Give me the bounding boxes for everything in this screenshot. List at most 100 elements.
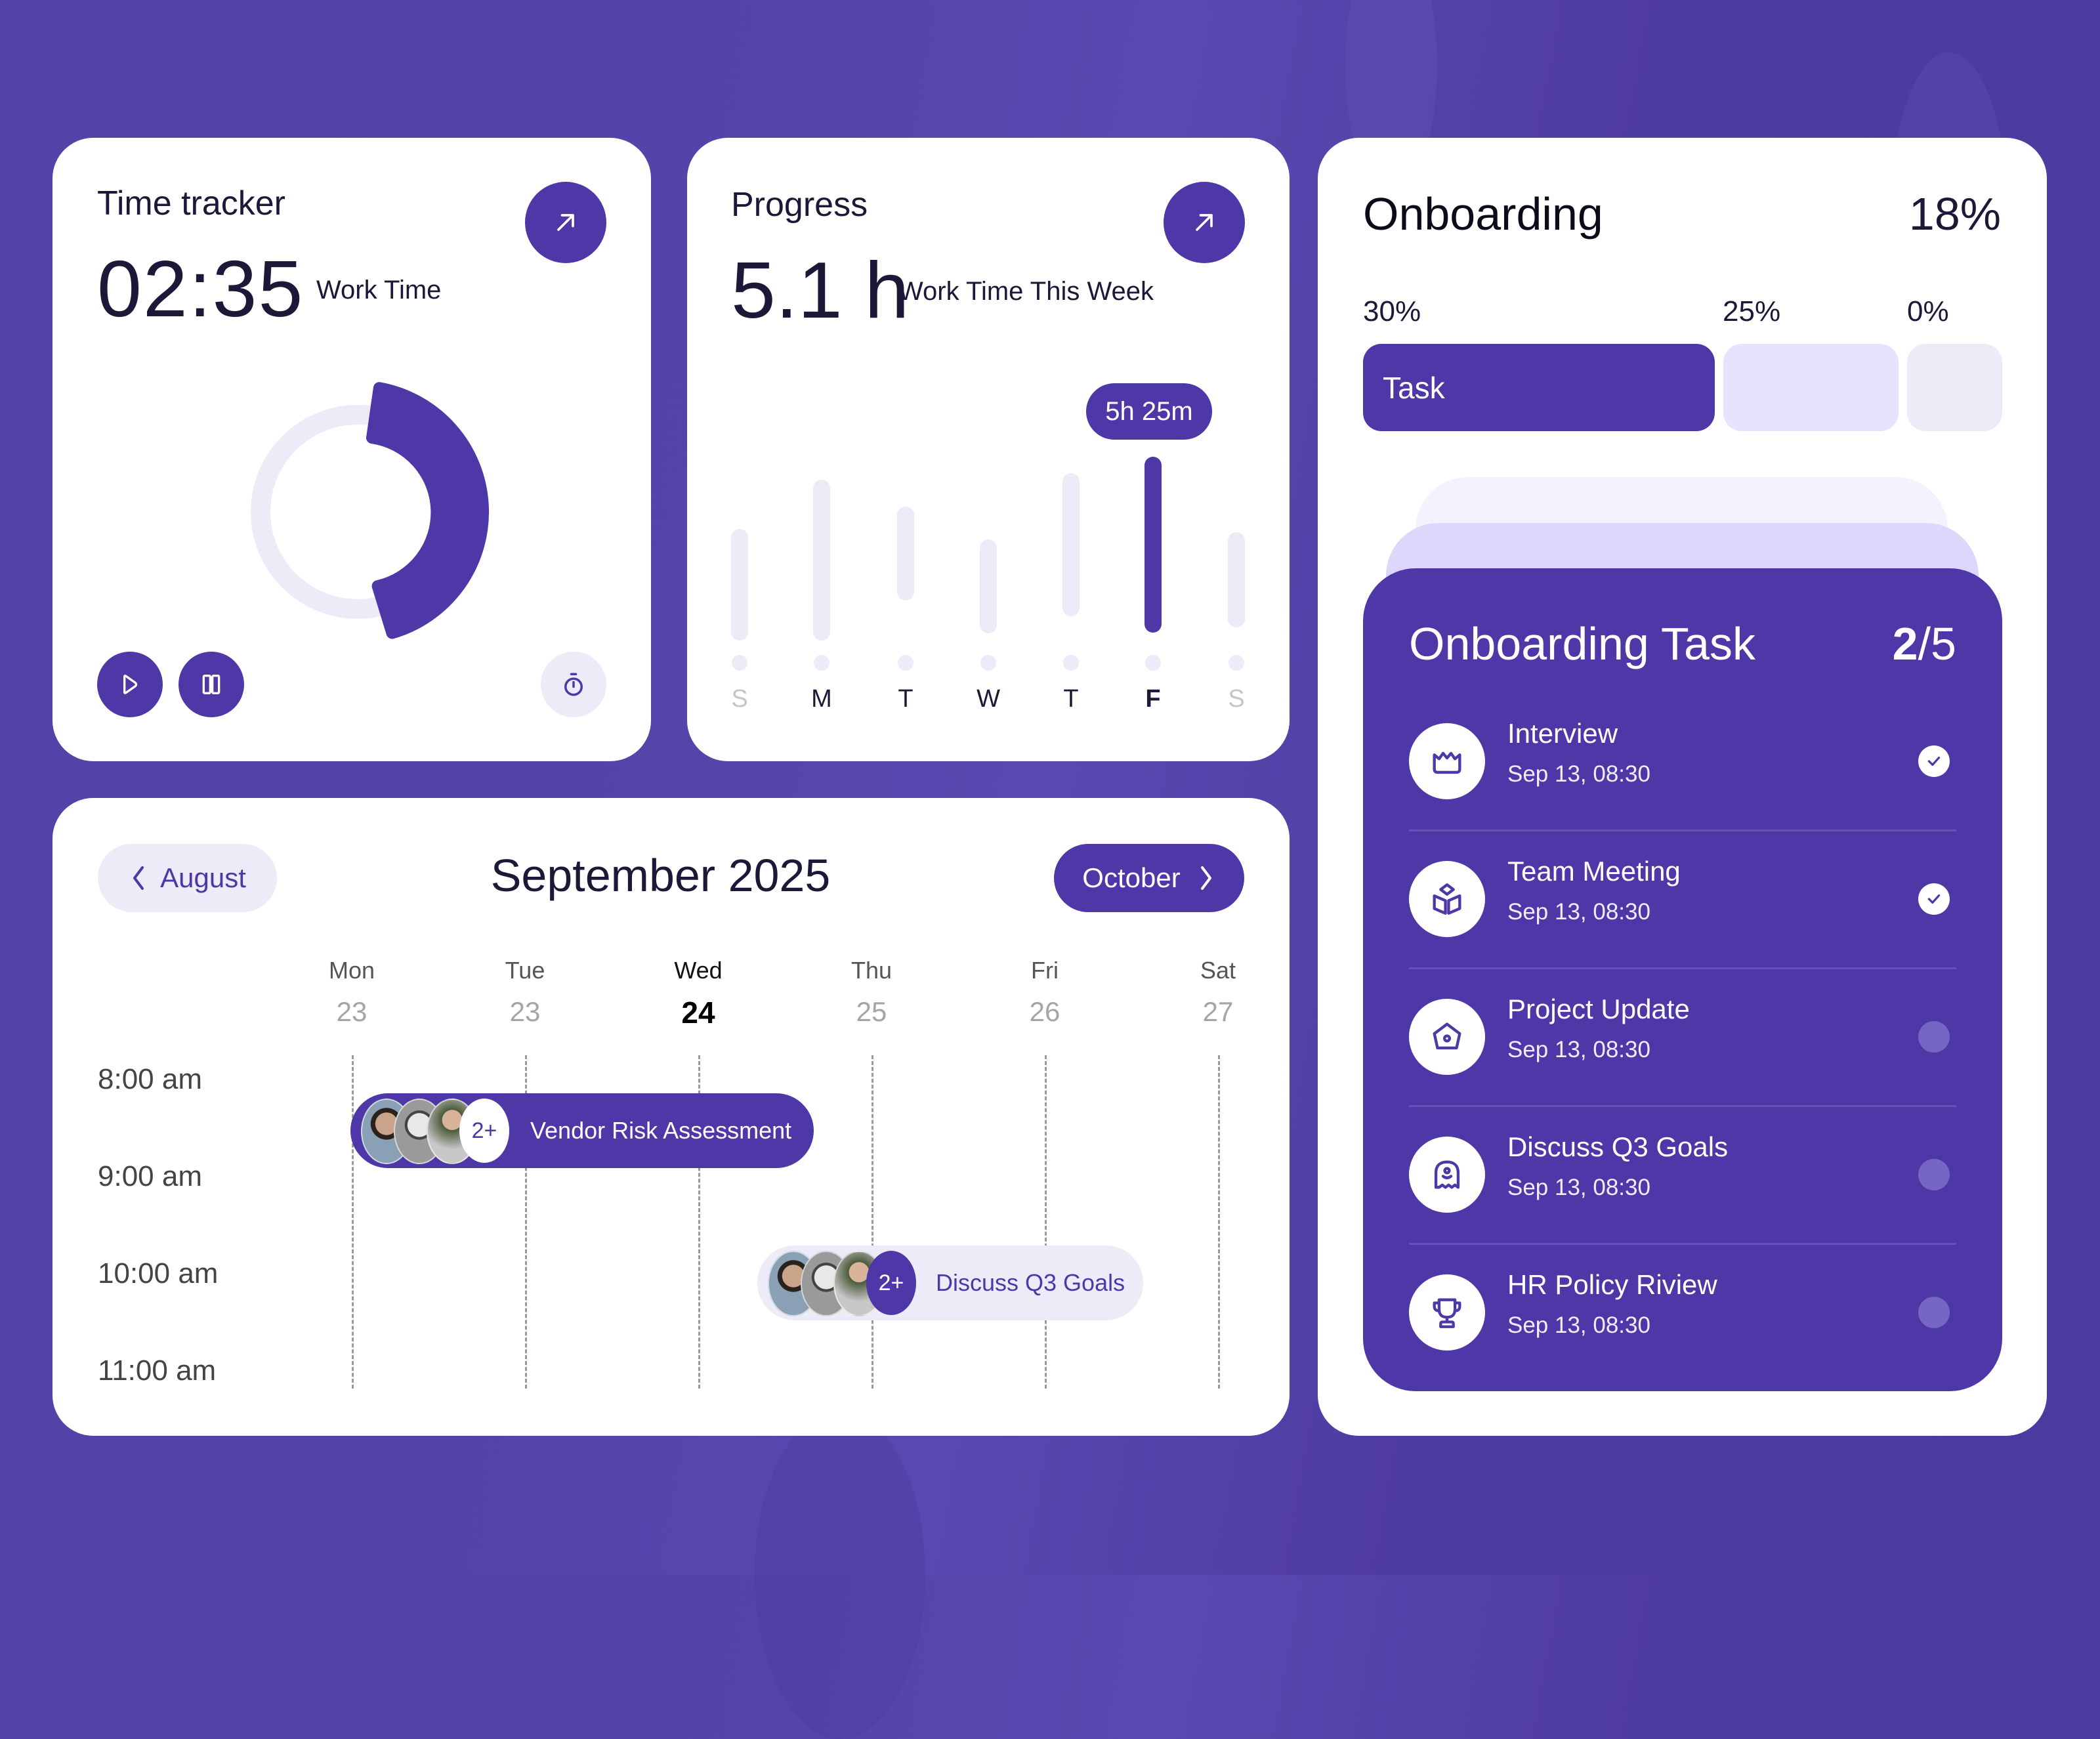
chart-tooltip: 5h 25m [1086, 383, 1212, 440]
task-name: Project Update [1507, 994, 1690, 1024]
chevron-left-icon [133, 866, 144, 890]
onboarding-card: Onboarding 18% 30% 25% 0% Task Onboardin… [1318, 138, 2047, 1436]
time-label: 8:00 am [98, 1063, 202, 1095]
task-row-interview[interactable]: Interview Sep 13, 08:30 [1363, 693, 2002, 830]
time-label: 11:00 am [98, 1354, 217, 1387]
segment-bar[interactable] [1907, 344, 2002, 431]
day-header-tue[interactable]: Tue 23 [486, 957, 564, 1028]
day-name: Sat [1200, 957, 1236, 984]
day-date: 27 [1202, 996, 1234, 1027]
task-date: Sep 13, 08:30 [1507, 1312, 1650, 1338]
task-date: Sep 13, 08:30 [1507, 1037, 1650, 1062]
chart-bar-mon[interactable] [813, 480, 830, 640]
day-name: Wed [674, 957, 723, 984]
task-pending-checkbox[interactable] [1918, 1159, 1950, 1190]
chart-bar-tue[interactable] [897, 507, 914, 600]
time-tracker-subtitle: Work Time [316, 276, 442, 304]
task-row-hr-policy-review[interactable]: HR Policy Riview Sep 13, 08:30 [1363, 1244, 2002, 1381]
day-date: 23 [336, 996, 368, 1027]
day-header-fri[interactable]: Fri 26 [1005, 957, 1084, 1028]
stopwatch-icon [564, 673, 583, 696]
next-month-label: October [1082, 862, 1181, 893]
chart-bar-thu[interactable] [1062, 473, 1080, 616]
open-progress-button[interactable] [1164, 182, 1245, 263]
task-name: Interview [1507, 718, 1618, 749]
chart-dot [980, 655, 996, 671]
task-date: Sep 13, 08:30 [1507, 761, 1650, 787]
calendar-card: August September 2025 October Mon 23 Tue… [52, 798, 1290, 1436]
attendee-count: 2+ [471, 1118, 497, 1143]
day-date: 26 [1029, 996, 1060, 1027]
day-column-line [698, 1055, 700, 1389]
chart-dot [814, 655, 830, 671]
event-discuss-q3-goals[interactable]: 2+ Discuss Q3 Goals [757, 1246, 1143, 1320]
chart-day-label: S [731, 685, 748, 713]
task-icon-container [1409, 861, 1485, 937]
boxes-icon [1433, 883, 1461, 915]
day-header-thu[interactable]: Thu 25 [832, 957, 911, 1028]
onboarding-title: Onboarding [1363, 188, 1603, 240]
chart-dot [732, 655, 747, 671]
day-date: 24 [681, 995, 715, 1030]
task-icon-container [1409, 999, 1485, 1075]
chart-bar-sat[interactable] [1228, 532, 1245, 627]
event-vendor-risk-assessment[interactable]: 2+ Vendor Risk Assessment [350, 1093, 814, 1168]
background-shape [755, 1411, 925, 1739]
event-title: Discuss Q3 Goals [936, 1269, 1125, 1296]
time-progress-ring [251, 382, 489, 639]
chart-day-label: T [898, 685, 914, 713]
play-button[interactable] [97, 652, 163, 717]
task-name: Team Meeting [1507, 856, 1681, 887]
crown-icon [1433, 751, 1461, 774]
segment-label: Task [1383, 370, 1445, 405]
day-column-line [1218, 1055, 1220, 1389]
task-row-discuss-q3-goals[interactable]: Discuss Q3 Goals Sep 13, 08:30 [1363, 1106, 2002, 1244]
chart-dot [1228, 655, 1244, 671]
day-header-wed[interactable]: Wed 24 [659, 957, 738, 1030]
task-row-project-update[interactable]: Project Update Sep 13, 08:30 [1363, 969, 2002, 1106]
pause-icon [202, 675, 220, 694]
task-divider [1409, 967, 1956, 969]
play-icon [123, 675, 138, 694]
chart-bar-sun[interactable] [731, 529, 748, 640]
task-date: Sep 13, 08:30 [1507, 1175, 1650, 1200]
open-time-tracker-button[interactable] [525, 182, 606, 263]
pentagon-icon [1433, 1022, 1461, 1050]
time-tracker-title: Time tracker [97, 184, 285, 222]
chart-dot [1145, 655, 1161, 671]
check-icon [1927, 894, 1941, 904]
task-icon-container [1409, 723, 1485, 799]
segment-percent: 25% [1723, 295, 1781, 327]
task-done-checkbox[interactable] [1918, 883, 1950, 915]
check-icon [1927, 756, 1941, 766]
day-name: Mon [328, 957, 375, 984]
time-label: 10:00 am [98, 1257, 219, 1289]
segment-bar[interactable] [1723, 344, 1899, 431]
chart-bar-wed[interactable] [980, 539, 997, 633]
trophy-icon [1433, 1298, 1461, 1328]
pause-button[interactable] [178, 652, 244, 717]
stopwatch-button[interactable] [541, 652, 606, 717]
day-header-mon[interactable]: Mon 23 [312, 957, 391, 1028]
next-month-button[interactable]: October [1054, 844, 1244, 912]
task-pending-checkbox[interactable] [1918, 1297, 1950, 1328]
day-header-sat[interactable]: Sat 27 [1179, 957, 1257, 1028]
task-date: Sep 13, 08:30 [1507, 899, 1650, 925]
task-row-team-meeting[interactable]: Team Meeting Sep 13, 08:30 [1363, 831, 2002, 968]
task-name: HR Policy Riview [1507, 1269, 1717, 1300]
chart-dot [1063, 655, 1079, 671]
attendee-count-badge: 2+ [459, 1099, 509, 1163]
progress-value: 5.1 h [731, 245, 910, 335]
prev-month-button[interactable]: August [98, 844, 277, 912]
chart-bar-fri[interactable] [1144, 457, 1162, 633]
segment-bar-task[interactable]: Task [1363, 344, 1715, 431]
chart-day-label: T [1063, 685, 1079, 713]
progress-subtitle: Work Time This Week [898, 277, 1154, 306]
day-column-line [352, 1055, 354, 1389]
task-pending-checkbox[interactable] [1918, 1021, 1950, 1053]
onboarding-task-panel: Onboarding Task 2/5 Interview Sep 13, 08… [1363, 568, 2002, 1391]
task-panel-title: Onboarding Task [1409, 618, 1755, 669]
task-done-checkbox[interactable] [1918, 745, 1950, 777]
task-name: Discuss Q3 Goals [1507, 1131, 1729, 1162]
chart-day-label: M [811, 685, 832, 713]
